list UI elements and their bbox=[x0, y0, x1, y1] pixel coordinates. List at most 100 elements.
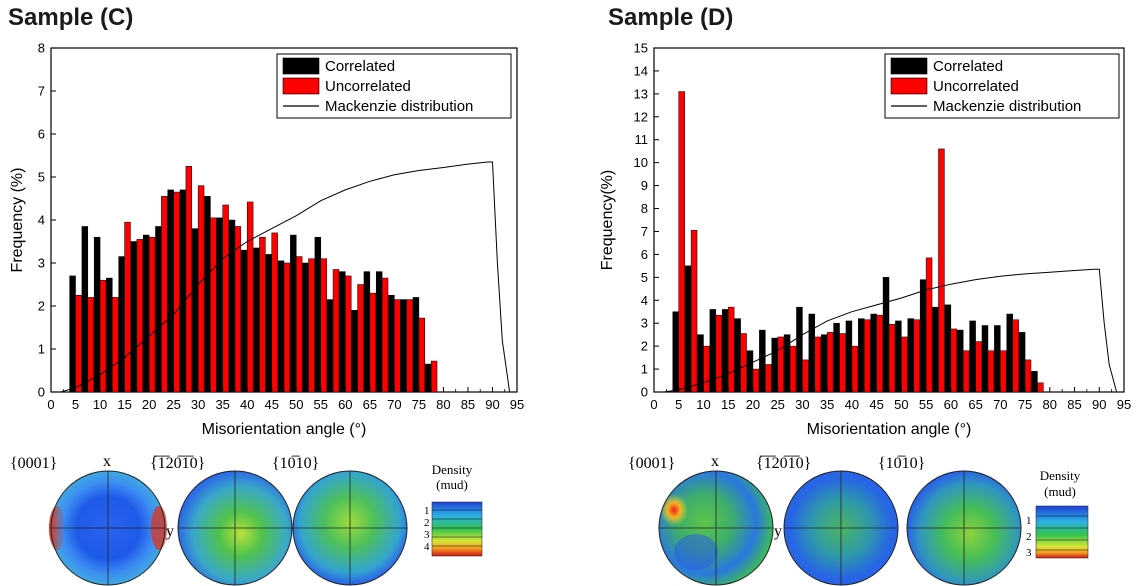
pole-figure-0001-c bbox=[49, 470, 167, 586]
x-tick-label-4: 20 bbox=[746, 397, 760, 412]
y-tick-label-8: 8 bbox=[38, 41, 45, 56]
x-tick-label-3: 15 bbox=[721, 397, 735, 412]
density-colorbar-lines-c bbox=[432, 509, 482, 547]
x-tick-label-12: 60 bbox=[944, 397, 958, 412]
bar-correlated-8 bbox=[167, 189, 174, 393]
density-tick-4-c: 4 bbox=[424, 541, 430, 553]
bar-uncorrelated-9 bbox=[185, 166, 193, 393]
bar-uncorrelated-17 bbox=[283, 262, 291, 393]
bar-uncorrelated-3 bbox=[715, 314, 723, 393]
x-tick-label-19: 95 bbox=[510, 397, 524, 412]
chart-sample-c: 0 5 10 15 20 25 30 35 40 45 50 55 60 65 70 75 80 85 90 9501… bbox=[9, 41, 524, 439]
bar-uncorrelated-12 bbox=[222, 204, 229, 393]
bar-uncorrelated-10 bbox=[197, 185, 205, 393]
bar-correlated-17 bbox=[277, 260, 285, 393]
y-tick-label-9: 9 bbox=[641, 178, 648, 193]
x-axis-label: Misorientation angle (°) bbox=[202, 421, 367, 438]
x-tick-label-6: 30 bbox=[795, 397, 809, 412]
density-colorbar-c bbox=[431, 501, 483, 557]
x-tick-label-1: 5 bbox=[72, 397, 79, 412]
panel-title-c: Sample (C) bbox=[8, 4, 134, 31]
pole-figure-1210-d bbox=[783, 470, 899, 586]
x-tick-label-0: 0 bbox=[47, 397, 54, 412]
bar-correlated-22 bbox=[944, 304, 952, 393]
bar-correlated-10 bbox=[796, 306, 803, 393]
y-tick-label-2: 2 bbox=[641, 339, 648, 354]
bar-uncorrelated-18 bbox=[901, 336, 908, 393]
legend-swatch-1 bbox=[890, 77, 928, 95]
bar-uncorrelated-24 bbox=[369, 292, 376, 393]
bar-correlated-25 bbox=[981, 325, 989, 393]
bar-uncorrelated-25 bbox=[987, 350, 995, 393]
density-legend-title-d: Density bbox=[1040, 468, 1081, 483]
bar-uncorrelated-9 bbox=[789, 345, 797, 393]
x-tick-label-3: 15 bbox=[117, 397, 131, 412]
bar-correlated-1 bbox=[81, 226, 89, 393]
bar-correlated-7 bbox=[759, 329, 766, 393]
x-tick-label-16: 80 bbox=[1043, 397, 1057, 412]
x-tick-label-16: 80 bbox=[436, 397, 450, 412]
bar-uncorrelated-19 bbox=[308, 258, 315, 393]
x-tick-label-2: 10 bbox=[93, 397, 107, 412]
x-tick-label-17: 85 bbox=[461, 397, 475, 412]
bar-uncorrelated-19 bbox=[913, 319, 920, 393]
chart-sample-d: 0 5 10 15 20 25 30 35 40 45 50 55 60 65 70 75 80 85 90 9501… bbox=[599, 41, 1131, 439]
y-tick-label-5: 5 bbox=[38, 170, 45, 185]
bar-uncorrelated-27 bbox=[1012, 319, 1019, 393]
bar-uncorrelated-18 bbox=[296, 256, 303, 393]
bar-uncorrelated-28 bbox=[418, 317, 426, 393]
bar-correlated-2 bbox=[93, 236, 101, 393]
bar-uncorrelated-14 bbox=[851, 345, 859, 393]
x-tick-label-0: 0 bbox=[650, 397, 657, 412]
x-tick-label-5: 25 bbox=[166, 397, 180, 412]
bar-uncorrelated-8 bbox=[777, 336, 784, 393]
bar-uncorrelated-21 bbox=[938, 148, 945, 393]
pole-figure-1210-c bbox=[177, 470, 293, 586]
pf-label-0001-c: {0001} bbox=[10, 455, 57, 472]
bar-correlated-4 bbox=[118, 256, 125, 393]
bar-uncorrelated-2 bbox=[703, 345, 710, 393]
legend-label-1: Uncorrelated bbox=[933, 78, 1019, 95]
legend-swatch-0 bbox=[282, 57, 320, 75]
bar-correlated-12 bbox=[820, 334, 828, 393]
x-tick-label-8: 40 bbox=[845, 397, 859, 412]
y-tick-label-7: 7 bbox=[641, 224, 648, 239]
y-tick-label-4: 4 bbox=[641, 293, 648, 308]
bar-correlated-24 bbox=[969, 320, 976, 393]
pf-label-0001-d: {0001} bbox=[628, 455, 675, 472]
x-tick-label-11: 55 bbox=[919, 397, 933, 412]
bar-uncorrelated-16 bbox=[271, 232, 278, 393]
bar-correlated-19 bbox=[302, 262, 309, 393]
bar-uncorrelated-13 bbox=[234, 226, 242, 393]
bar-correlated-12 bbox=[216, 217, 223, 393]
pf-label-1010-c: {10̅10} bbox=[272, 455, 319, 472]
density-legend-title-c: Density bbox=[432, 462, 473, 477]
pf-label-1010-d: {10̅10} bbox=[878, 455, 925, 472]
legend-label-0: Correlated bbox=[933, 58, 1003, 75]
bar-uncorrelated-27 bbox=[406, 299, 413, 393]
bar-correlated-5 bbox=[734, 318, 741, 393]
y-tick-label-7: 7 bbox=[38, 84, 45, 99]
y-tick-label-6: 6 bbox=[641, 247, 648, 262]
bar-uncorrelated-6 bbox=[148, 236, 156, 393]
bar-uncorrelated-29 bbox=[1037, 382, 1044, 393]
bar-correlated-9 bbox=[179, 189, 187, 393]
bar-correlated-25 bbox=[375, 271, 383, 393]
density-colorbar-lines-d bbox=[1036, 515, 1088, 551]
y-tick-label-2: 2 bbox=[38, 299, 45, 314]
density-legend-unit-d: (mud) bbox=[1044, 484, 1076, 499]
y-axis-label: Frequency(%) bbox=[599, 170, 616, 270]
bar-correlated-10 bbox=[192, 228, 199, 393]
bar-uncorrelated-15 bbox=[259, 236, 266, 393]
bar-correlated-14 bbox=[241, 249, 248, 393]
bar-correlated-22 bbox=[339, 271, 346, 393]
bar-uncorrelated-1 bbox=[690, 230, 698, 393]
x-tick-label-7: 35 bbox=[215, 397, 229, 412]
bar-correlated-24 bbox=[363, 271, 371, 393]
bar-uncorrelated-14 bbox=[246, 201, 254, 393]
legend-label-1: Uncorrelated bbox=[325, 78, 411, 95]
bar-uncorrelated-20 bbox=[320, 258, 327, 393]
bar-uncorrelated-29 bbox=[430, 360, 438, 393]
legend-label-2: Mackenzie distribution bbox=[933, 98, 1081, 115]
bar-correlated-28 bbox=[1018, 332, 1026, 393]
